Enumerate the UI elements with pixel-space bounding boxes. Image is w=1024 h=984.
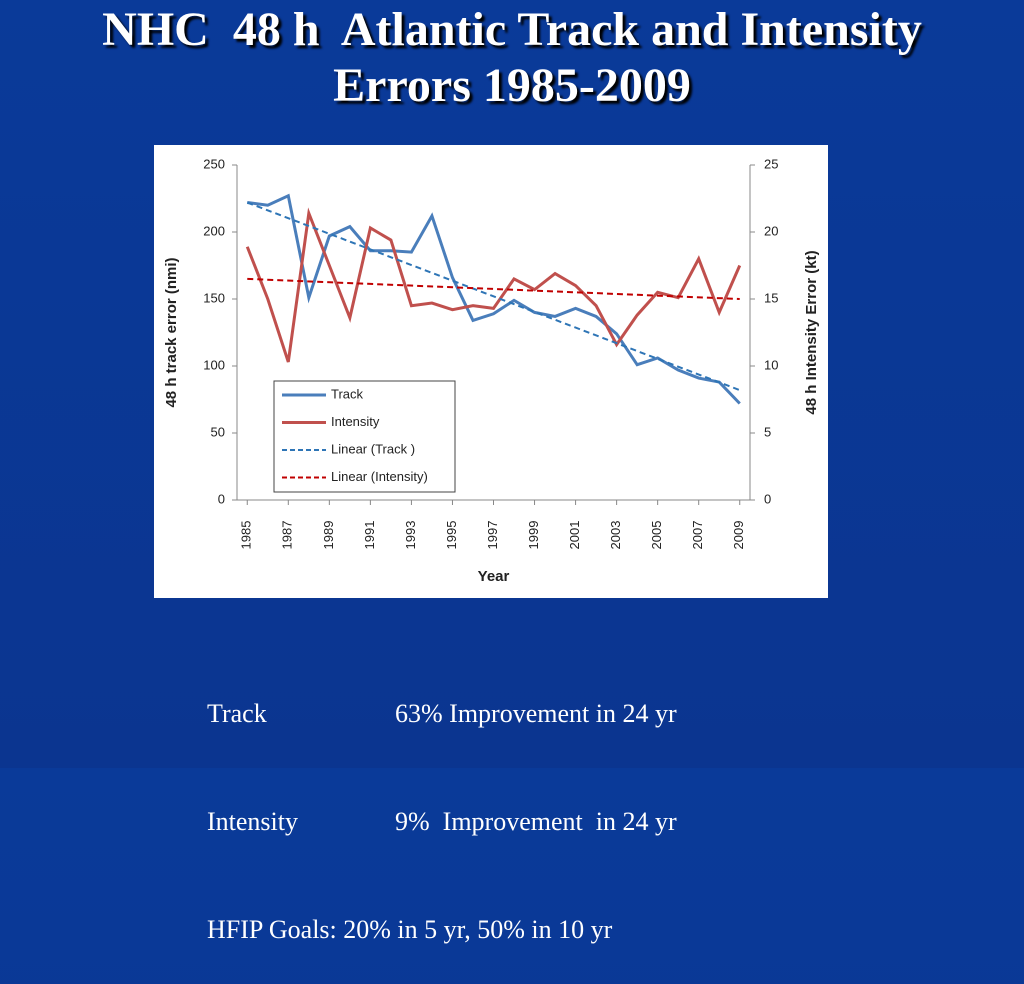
y2-tick-label: 25 xyxy=(764,156,778,171)
series-line xyxy=(247,193,741,405)
y-tick-label: 0 xyxy=(218,491,225,506)
y-tick-label: 100 xyxy=(203,357,225,372)
x-tick-label: 1987 xyxy=(280,521,295,550)
x-tick-label: 2009 xyxy=(731,521,746,550)
x-tick-label: 2005 xyxy=(649,521,664,550)
note-text: 63% Improvement in 24 yr xyxy=(395,699,677,728)
chart-area xyxy=(154,145,828,598)
trend-line xyxy=(247,277,740,300)
note-label: Intensity xyxy=(207,807,298,836)
note-line: Intensity 9% Improvement in 24 yr xyxy=(207,804,677,840)
legend-label: Linear (Track ) xyxy=(331,441,415,456)
y2-tick-label: 0 xyxy=(764,491,771,506)
trend-line xyxy=(246,201,741,392)
y-axis-title: 48 h track error (nmi) xyxy=(163,257,180,407)
y-tick-label: 150 xyxy=(203,290,225,305)
notes: Track 63% Improvement in 24 yr Intensity 9… xyxy=(207,624,677,984)
x-tick-label: 1993 xyxy=(403,521,418,550)
y-tick-label: 200 xyxy=(203,223,225,238)
x-tick-label: 1989 xyxy=(321,521,336,550)
y2-tick-label: 20 xyxy=(764,223,778,238)
note-label: Track xyxy=(207,699,267,728)
y2-tick-label: 15 xyxy=(764,290,778,305)
legend-label: Intensity xyxy=(331,414,380,429)
note-text: 9% Improvement in 24 yr xyxy=(395,807,677,836)
x-tick-label: 1985 xyxy=(239,521,254,550)
x-axis-title: Year xyxy=(478,568,510,585)
y2-tick-label: 10 xyxy=(764,357,778,372)
y2-axis-title: 48 h Intensity Error (kt) xyxy=(803,250,820,414)
chart: 0 50 100 150 200 250 0 5 10 15 20 25 1985 1987 1989 199… xyxy=(154,145,828,598)
legend: Track Intensity Linear (Track ) Linear (Int… xyxy=(273,380,456,493)
x-tick-label: 1995 xyxy=(444,521,459,550)
legend-label: Linear (Intensity) xyxy=(331,469,428,484)
x-tick-label: 2007 xyxy=(690,521,705,550)
y-tick-label: 50 xyxy=(211,424,225,439)
y-tick-label: 250 xyxy=(203,156,225,171)
x-tick-label: 2001 xyxy=(567,521,582,550)
y2-tick-label: 5 xyxy=(764,424,771,439)
legend-label: Track xyxy=(331,386,364,401)
note-text: HFIP Goals: 20% in 5 yr, 50% in 10 yr xyxy=(207,915,613,944)
legend-box xyxy=(273,380,456,493)
x-tick-label: 1991 xyxy=(362,521,377,550)
slide-title: NHC 48 h Atlantic Track and Intensity Er… xyxy=(102,3,934,112)
x-tick-label: 1997 xyxy=(485,521,500,550)
x-tick-label: 2003 xyxy=(608,521,623,550)
x-tick-label: 1999 xyxy=(526,521,541,550)
series-line xyxy=(245,207,742,363)
note-line: Track 63% Improvement in 24 yr xyxy=(207,696,677,732)
note-line: HFIP Goals: 20% in 5 yr, 50% in 10 yr xyxy=(207,912,677,948)
slide: NHC 48 h Atlantic Track and Intensity Er… xyxy=(0,0,1024,768)
